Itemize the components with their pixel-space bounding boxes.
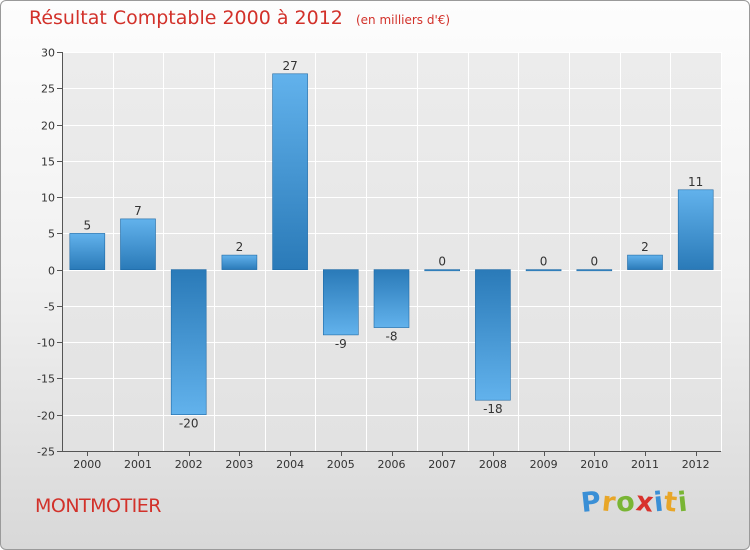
label-layer: 5 7 -20 2 27 -9 -8 0 -18 0 0 2 11 (83, 59, 703, 431)
bar-2002 (170, 269, 207, 416)
data-label-2005: -9 (335, 337, 347, 351)
chart-title: Résultat Comptable 2000 à 2012 (29, 7, 343, 29)
data-label-2006: -8 (386, 330, 398, 344)
y-tick-label: 15 (41, 156, 55, 169)
x-tick-label-2003: 2003 (225, 458, 253, 471)
bar-2007 (424, 269, 461, 272)
y-tick-label: 0 (48, 265, 55, 278)
data-label-2002: -20 (179, 417, 199, 431)
plot-area (62, 52, 721, 451)
bar-2000 (69, 233, 106, 270)
bar-2001 (120, 218, 156, 270)
data-label-2012: 11 (688, 175, 703, 189)
bar-2010 (576, 269, 613, 272)
x-tick-label-2001: 2001 (124, 458, 152, 471)
y-tick-label: -10 (37, 337, 55, 350)
data-label-2001: 7 (134, 204, 142, 218)
data-label-2008: -18 (483, 402, 503, 416)
y-tick-label: -25 (37, 446, 55, 459)
data-label-2007: 0 (438, 255, 446, 269)
data-label-2000: 5 (83, 218, 91, 232)
bar-2003 (221, 254, 258, 270)
x-tick-label-2009: 2009 (530, 458, 558, 471)
title-row: Résultat Comptable 2000 à 2012 (en milli… (29, 7, 450, 29)
brand-logo: Proxiti (579, 486, 691, 519)
y-tick-label: 5 (48, 228, 55, 241)
bar-2005 (322, 269, 359, 336)
y-tick-label: 30 (41, 47, 55, 60)
x-tick-label-2004: 2004 (276, 458, 304, 471)
x-tick-label-2011: 2011 (631, 458, 659, 471)
y-tick-label: -20 (37, 410, 55, 423)
y-tick-label: -15 (37, 373, 55, 386)
data-label-2011: 2 (641, 240, 649, 254)
x-tick-label-2007: 2007 (428, 458, 456, 471)
bar-2006 (373, 269, 410, 328)
bar-2011 (627, 254, 663, 270)
x-tick-label-2010: 2010 (580, 458, 608, 471)
x-tick-label-2000: 2000 (73, 458, 101, 471)
x-tick-label-2005: 2005 (327, 458, 355, 471)
y-tick-label: 10 (41, 192, 55, 205)
y-tick-label: -5 (44, 301, 55, 314)
data-label-2010: 0 (590, 255, 598, 269)
y-tick-label: 25 (41, 83, 55, 96)
chart-unit: (en milliers d'€) (355, 13, 451, 27)
data-label-2004: 27 (282, 59, 297, 73)
commune-name: MONTMOTIER (35, 495, 161, 517)
bar-2004 (272, 73, 308, 270)
y-tick-label: 20 (41, 120, 55, 133)
x-tick-label-2012: 2012 (682, 458, 710, 471)
bar-2012 (677, 189, 714, 270)
data-label-2009: 0 (540, 255, 548, 269)
bar-2009 (525, 269, 562, 272)
brand-letter: i (676, 486, 691, 519)
x-tick-label-2002: 2002 (175, 458, 203, 471)
bar-layer (69, 73, 714, 416)
bar-2008 (475, 269, 511, 401)
data-label-2003: 2 (236, 240, 244, 254)
x-tick-label-2006: 2006 (378, 458, 406, 471)
x-tick-label-2008: 2008 (479, 458, 507, 471)
